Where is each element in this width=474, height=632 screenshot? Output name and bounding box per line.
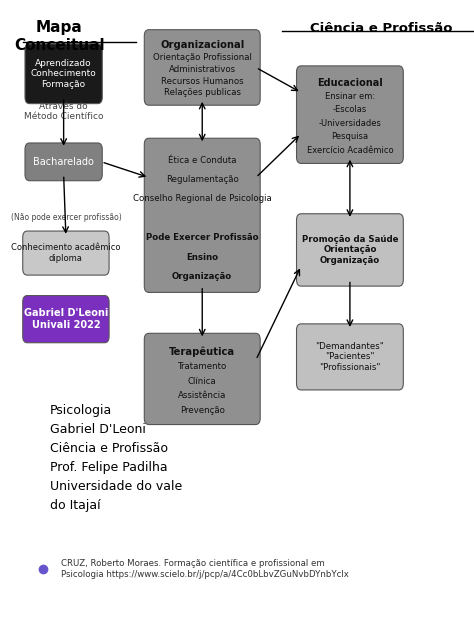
Text: Aprendizado
Conhecimento
Formação: Aprendizado Conhecimento Formação [31,59,97,88]
Text: Gabriel D'Leoni
Univali 2022: Gabriel D'Leoni Univali 2022 [24,308,108,330]
FancyBboxPatch shape [25,143,102,181]
Text: Terapêutica: Terapêutica [169,346,235,356]
Text: Organizacional: Organizacional [160,40,245,51]
FancyBboxPatch shape [144,30,260,105]
FancyBboxPatch shape [144,138,260,293]
Text: Clínica: Clínica [188,377,217,386]
FancyBboxPatch shape [297,324,403,390]
Text: Mapa
Conceitual: Mapa Conceitual [14,20,104,52]
Text: -Universidades: -Universidades [319,119,382,128]
Text: CRUZ, Roberto Moraes. Formação científica e profissional em
Psicologia https://w: CRUZ, Roberto Moraes. Formação científic… [61,559,349,580]
FancyBboxPatch shape [144,333,260,425]
Text: Relações publicas: Relações publicas [164,88,241,97]
FancyBboxPatch shape [297,66,403,164]
Text: Exercício Acadêmico: Exercício Acadêmico [307,146,393,155]
Text: Tratamento: Tratamento [178,362,227,371]
FancyBboxPatch shape [297,214,403,286]
Text: Promoção da Saúde
Orientação
Organização: Promoção da Saúde Orientação Organização [301,235,398,265]
Text: Conhecimento acadêmico
diploma: Conhecimento acadêmico diploma [11,243,121,263]
Text: Regulamentação: Regulamentação [166,175,238,184]
Text: (Não pode exercer profissão): (Não pode exercer profissão) [10,213,121,222]
Text: Bacharelado: Bacharelado [33,157,94,167]
FancyBboxPatch shape [23,296,109,343]
Text: Ensino: Ensino [186,253,219,262]
Text: Conselho Regional de Psicologia: Conselho Regional de Psicologia [133,194,272,204]
Text: Organização: Organização [172,272,232,281]
Text: Recursos Humanos: Recursos Humanos [161,76,244,85]
Text: Educacional: Educacional [317,78,383,88]
Text: Ética e Conduta: Ética e Conduta [168,155,237,164]
Text: Ciência e Profissão: Ciência e Profissão [310,21,453,35]
Text: Ensinar em:: Ensinar em: [325,92,375,101]
Text: Pode Exercer Profissão: Pode Exercer Profissão [146,233,258,242]
Text: Administrativos: Administrativos [169,64,236,74]
Text: Pesquisa: Pesquisa [331,132,368,142]
Text: -Escolas: -Escolas [333,106,367,114]
Text: Prevenção: Prevenção [180,406,225,415]
Text: Orientação Profissional: Orientação Profissional [153,53,252,62]
FancyBboxPatch shape [23,231,109,275]
FancyBboxPatch shape [25,44,102,104]
Text: Assistência: Assistência [178,391,227,401]
Text: Psicologia
Gabriel D'Leoni
Ciência e Profissão
Prof. Felipe Padilha
Universidade: Psicologia Gabriel D'Leoni Ciência e Pro… [50,404,182,512]
Text: "Demandantes"
"Pacientes"
"Profissionais": "Demandantes" "Pacientes" "Profissionais… [316,342,384,372]
Text: Através do
Método Científico: Através do Método Científico [24,102,103,121]
